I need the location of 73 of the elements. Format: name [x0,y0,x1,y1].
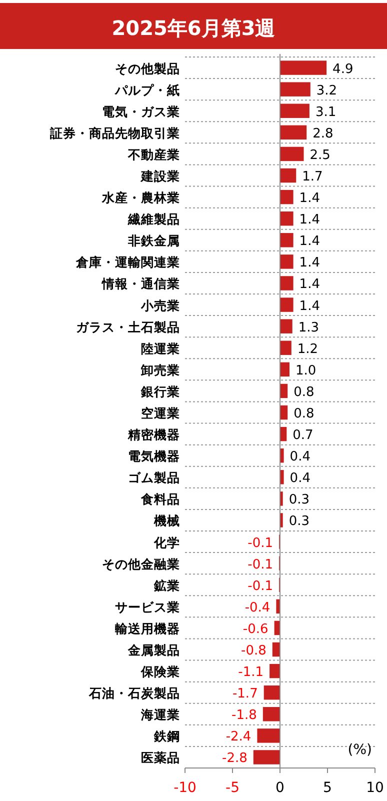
chart-title: 2025年6月第3週 [112,16,276,40]
data-label: 0.3 [288,514,310,530]
y-tick-label: その他製品 [115,60,180,76]
y-tick-label: その他金融業 [102,556,180,572]
data-label: -1.8 [232,708,257,724]
data-label: 3.2 [316,83,338,98]
data-label: 0.8 [294,406,314,422]
y-tick-label: 化学 [153,534,180,550]
x-tick-label: 5 [323,780,332,796]
y-tick-label: パルプ・紙 [114,82,180,98]
data-label: 1.4 [299,256,320,271]
data-label: -0.1 [248,578,274,594]
data-label: 1.4 [299,277,320,292]
data-label: -2.8 [222,751,248,766]
data-label: -0.8 [241,644,266,658]
y-tick-label: サービス業 [115,599,180,614]
y-tick-label: 食料品 [140,492,180,507]
y-tick-label: 輸送用機器 [114,620,180,636]
annotation: (%) [348,742,372,758]
x-tick-label: 0 [276,780,284,796]
y-tick-label: 卸売業 [140,362,180,378]
x-tick-label: -10 [174,780,196,796]
y-tick-label: 陸運業 [141,340,180,356]
y-tick-label: 保険業 [140,664,180,680]
data-label: 1.4 [299,298,320,314]
data-label: 0.7 [292,428,314,444]
y-tick-label: 倉庫・運輸関連業 [75,254,180,270]
y-tick-label: 水産・農林業 [101,190,180,206]
y-tick-label: 鉱業 [153,578,180,593]
data-label: 1.4 [299,234,320,250]
y-tick-label: 金属製品 [127,642,180,658]
y-tick-label: 不動産業 [127,146,180,162]
y-tick-label: 非鉄金属 [127,233,180,248]
data-label: 3.1 [315,104,336,120]
y-tick-label: 小売業 [140,298,180,313]
data-label: -0.1 [248,536,274,551]
data-label: 0.8 [294,384,314,400]
y-tick-label: 医薬品 [141,750,180,766]
y-tick-label: 空運業 [141,406,180,420]
y-tick-label: ガラス・土石製品 [76,319,180,334]
y-tick-label: 電気機器 [128,448,180,464]
y-tick-label: 証券・商品先物取引業 [49,125,180,140]
y-tick-label: ゴム製品 [128,470,180,486]
y-tick-label: 繊維製品 [127,212,180,227]
data-label: 2.8 [312,126,334,142]
data-label: 1.4 [299,191,320,206]
data-label: 0.4 [290,450,310,465]
data-label: 1.2 [297,342,318,357]
data-label: 0.4 [290,471,310,486]
x-tick-label: 10 [366,780,384,796]
data-label: 1.3 [298,320,320,336]
y-tick-label: 石油・石炭製品 [88,686,180,701]
data-label: 2.5 [310,148,330,163]
data-label: -0.4 [244,600,270,616]
y-tick-label: 海運業 [140,707,180,722]
y-tick-label: 鉄鋼 [153,728,180,744]
y-tick-label: 情報・通信業 [101,276,180,292]
data-label: 1.7 [302,170,323,184]
y-tick-label: 銀行業 [140,384,180,399]
data-label: 1.4 [299,212,320,228]
data-label: -0.1 [248,557,274,572]
data-label: -1.7 [232,686,258,702]
data-label: 4.9 [332,62,354,77]
y-tick-label: 機械 [153,513,180,528]
data-label: -0.6 [242,622,268,637]
y-tick-label: 建設業 [140,168,180,184]
data-label: -1.1 [238,665,264,680]
data-label: 1.0 [296,363,316,378]
data-label: 0.3 [288,492,310,508]
data-label: -2.4 [226,730,252,745]
y-tick-label: 精密機器 [127,427,180,442]
x-tick-label: -5 [226,780,240,796]
y-tick-label: 電気・ガス業 [102,104,180,119]
